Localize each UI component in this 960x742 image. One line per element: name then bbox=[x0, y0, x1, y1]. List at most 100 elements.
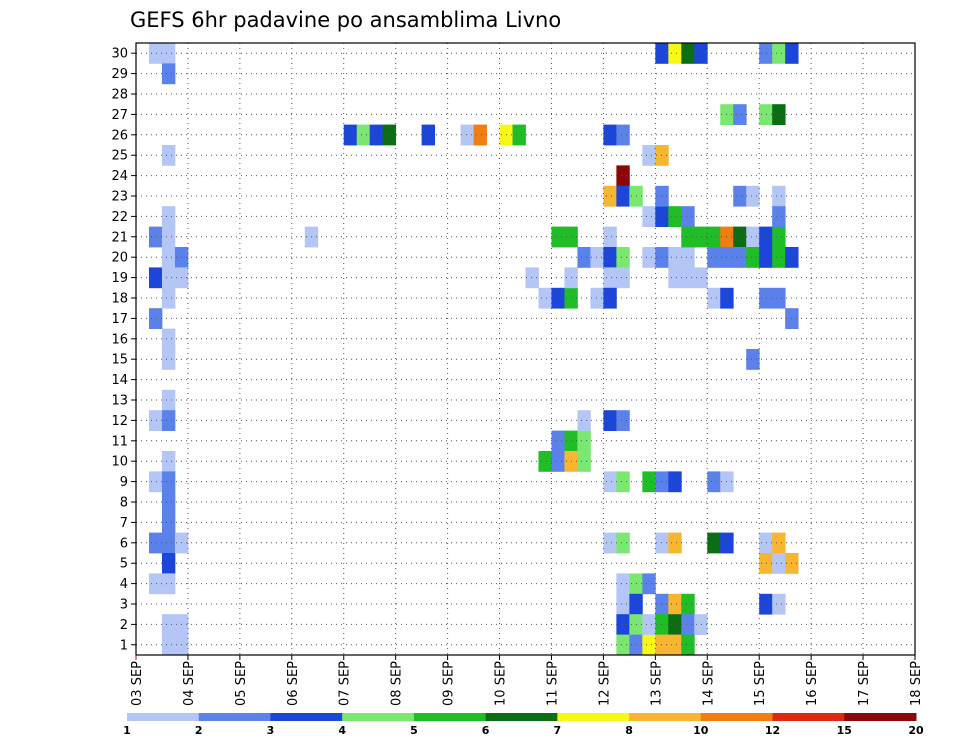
heat-cell bbox=[681, 206, 695, 227]
heat-cell bbox=[603, 185, 617, 207]
y-tick-label: 3 bbox=[120, 598, 128, 613]
heat-cell bbox=[616, 247, 630, 268]
heat-cell bbox=[655, 206, 669, 227]
heat-cell bbox=[616, 267, 630, 289]
heat-cell bbox=[681, 593, 695, 615]
heat-cell bbox=[161, 43, 176, 64]
heat-cell bbox=[772, 185, 786, 207]
colorbar-swatch bbox=[772, 713, 845, 721]
x-tick-label: 09 SEP bbox=[442, 661, 457, 706]
y-tick-label: 20 bbox=[111, 251, 128, 266]
colorbar-tick-label: 6 bbox=[482, 724, 490, 737]
colorbar-tick-label: 8 bbox=[625, 724, 633, 737]
y-tick-label: 8 bbox=[120, 496, 128, 511]
heat-cell bbox=[694, 43, 708, 64]
x-tick-label: 13 SEP bbox=[649, 661, 664, 706]
heat-cell bbox=[616, 573, 630, 595]
y-tick-label: 22 bbox=[111, 210, 128, 225]
heat-cell bbox=[681, 634, 695, 656]
heat-cell bbox=[642, 614, 656, 635]
heat-cell bbox=[161, 532, 176, 554]
heat-cell bbox=[746, 349, 760, 370]
heat-cell bbox=[577, 451, 591, 472]
heat-cell bbox=[161, 145, 176, 166]
heat-cell bbox=[148, 43, 163, 64]
heat-cell bbox=[616, 185, 630, 207]
y-tick-label: 14 bbox=[111, 373, 128, 388]
colorbar-swatch bbox=[270, 713, 343, 721]
heat-cell bbox=[655, 593, 669, 615]
colorbar: 1 2 3 4 5 6 7 8 10 12 15 20 bbox=[123, 713, 924, 737]
heat-cell bbox=[746, 226, 760, 248]
heat-cell bbox=[759, 287, 773, 309]
heat-cell bbox=[161, 634, 176, 656]
heat-cell bbox=[668, 247, 682, 268]
heat-cell bbox=[161, 512, 176, 533]
y-tick-label: 15 bbox=[111, 353, 128, 368]
y-tick-label: 2 bbox=[120, 618, 128, 633]
heat-cell bbox=[148, 267, 163, 289]
x-tick-label: 06 SEP bbox=[286, 661, 301, 706]
colorbar-tick-label: 4 bbox=[338, 724, 346, 737]
colorbar-tick-label: 10 bbox=[693, 724, 709, 737]
heat-cell bbox=[161, 267, 176, 289]
heat-cell bbox=[772, 206, 786, 227]
x-tick-label: 10 SEP bbox=[494, 661, 509, 706]
heat-cell bbox=[473, 124, 487, 146]
heat-cell bbox=[707, 532, 721, 554]
heat-cell bbox=[616, 410, 630, 431]
y-tick-label: 4 bbox=[120, 577, 128, 592]
colorbar-tick-label: 15 bbox=[837, 724, 852, 737]
y-tick-label: 27 bbox=[111, 108, 128, 123]
heat-cell bbox=[655, 43, 669, 64]
y-tick-label: 19 bbox=[111, 271, 128, 286]
heat-cell bbox=[668, 532, 682, 554]
heat-cell bbox=[525, 267, 539, 289]
heat-cell bbox=[616, 471, 630, 493]
heat-cell bbox=[512, 124, 526, 146]
x-tick-label: 04 SEP bbox=[182, 661, 197, 706]
y-tick-label: 1 bbox=[120, 638, 128, 653]
heat-cell bbox=[655, 634, 669, 656]
y-tick-label: 28 bbox=[111, 88, 128, 103]
x-tick-label: 05 SEP bbox=[234, 661, 249, 706]
heat-cell bbox=[642, 145, 656, 166]
heat-cell bbox=[161, 349, 176, 370]
heat-cell bbox=[603, 471, 617, 493]
heat-cell bbox=[642, 471, 656, 493]
heat-cell bbox=[655, 471, 669, 493]
heat-cell bbox=[668, 634, 682, 656]
heat-cell bbox=[421, 124, 436, 146]
heat-cell bbox=[642, 573, 656, 595]
heat-cell bbox=[603, 226, 617, 248]
heat-cell bbox=[759, 43, 773, 64]
heat-cell bbox=[655, 247, 669, 268]
x-tick-label: 12 SEP bbox=[597, 661, 612, 706]
y-tick-label: 24 bbox=[111, 169, 128, 184]
x-tick-label: 14 SEP bbox=[701, 661, 716, 706]
heat-cell bbox=[577, 247, 591, 268]
x-axis-ticks: 03 SEP 04 SEP 05 SEP 06 SEP 07 SEP 08 SEP 09 S… bbox=[130, 655, 924, 706]
heat-cell bbox=[460, 124, 474, 146]
heat-cell bbox=[681, 614, 695, 635]
heat-cell bbox=[668, 593, 682, 615]
y-tick-label: 10 bbox=[111, 455, 128, 470]
heat-cell bbox=[759, 593, 773, 615]
y-tick-label: 6 bbox=[120, 536, 128, 551]
y-tick-label: 26 bbox=[111, 128, 128, 143]
heat-cell bbox=[603, 287, 617, 309]
colorbar-tick-label: 5 bbox=[410, 724, 418, 737]
colorbar-tick-label: 1 bbox=[123, 724, 131, 737]
heat-cell bbox=[551, 287, 565, 309]
heat-cell bbox=[603, 124, 617, 146]
heat-cell bbox=[759, 104, 773, 125]
heat-cell bbox=[161, 451, 176, 472]
colorbar-swatch bbox=[700, 713, 774, 721]
heat-cell bbox=[382, 124, 397, 146]
heat-cell bbox=[148, 308, 163, 329]
heat-cell bbox=[694, 614, 708, 635]
heat-cell bbox=[161, 63, 176, 85]
heat-cell bbox=[161, 247, 176, 268]
x-tick-label: 15 SEP bbox=[753, 661, 768, 706]
